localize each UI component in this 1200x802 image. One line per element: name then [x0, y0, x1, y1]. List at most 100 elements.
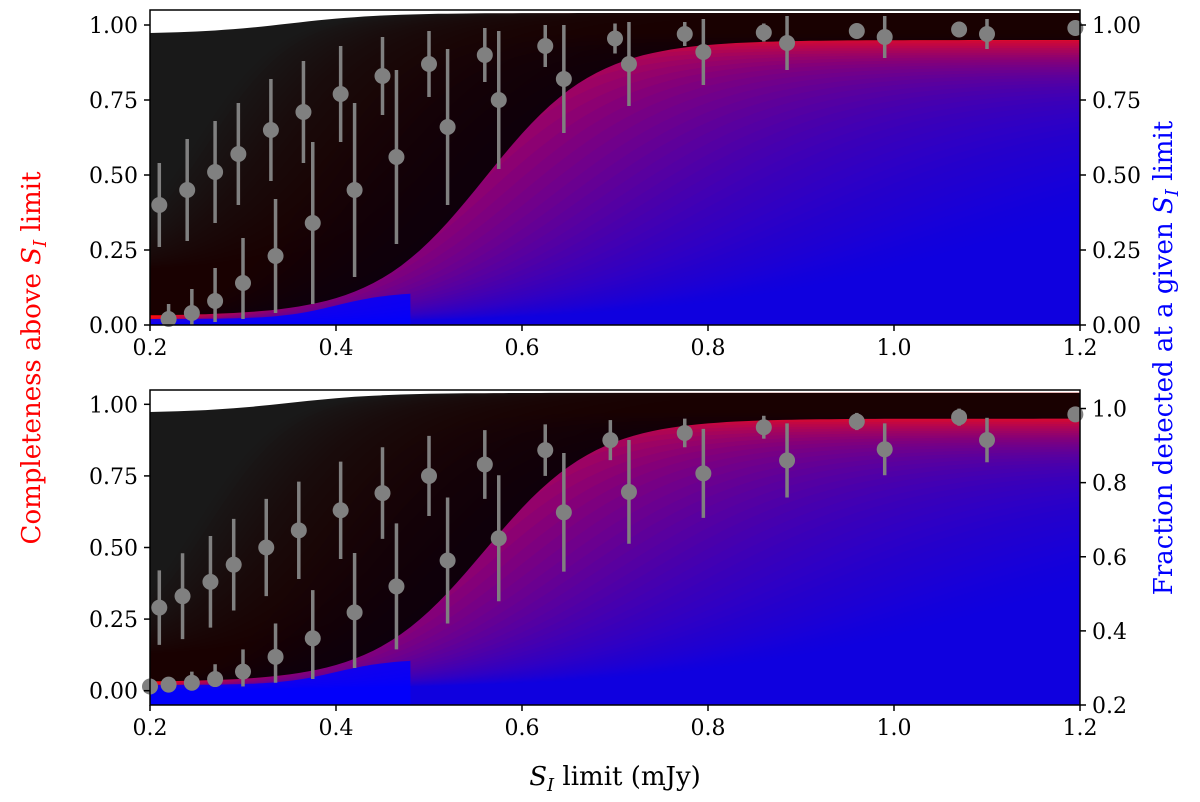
fraction-curve — [150, 449, 1080, 705]
left-y-tick-label: 0.00 — [89, 680, 138, 705]
right-y-tick-label: 0.8 — [1092, 472, 1127, 497]
completeness-point-marker — [848, 413, 865, 430]
x-tick-label: 0.6 — [505, 716, 540, 741]
fraction-point — [439, 497, 456, 624]
completeness-point — [951, 408, 968, 426]
completeness-point-marker — [295, 104, 312, 120]
fraction-point-marker — [620, 483, 637, 500]
bottom-left-y-ticks: 0.00 0.25 0.50 0.75 1.00 — [89, 393, 150, 705]
completeness-point — [607, 23, 623, 54]
fraction-point-marker — [439, 552, 456, 569]
completeness-point — [537, 25, 554, 67]
left-y-tick-label: 1.00 — [89, 14, 138, 39]
fraction-point — [779, 423, 796, 498]
fraction-curve — [150, 107, 1080, 325]
fraction-curve — [150, 547, 1080, 705]
completeness-point — [848, 412, 865, 431]
fraction-curve — [150, 471, 1080, 705]
fraction-point — [346, 103, 363, 277]
completeness-point — [290, 481, 307, 579]
completeness-point-marker — [179, 182, 196, 198]
fraction-point — [620, 440, 637, 544]
x-axis-title-text: limit (mJy) — [554, 762, 701, 792]
fraction-curve — [150, 442, 1080, 705]
fraction-point — [267, 623, 284, 683]
fraction-point — [304, 590, 321, 680]
completeness-point-marker — [951, 21, 968, 38]
fraction-curve — [150, 143, 1080, 325]
fraction-curve — [150, 465, 1080, 705]
completeness-point-marker — [151, 599, 168, 616]
x-tick-label: 0.2 — [133, 336, 168, 361]
fraction-point — [979, 417, 995, 463]
top-panel: 0.2 0.4 0.6 0.8 1.0 1.2 0.000.250.500.751.00 … — [89, 9, 1141, 361]
completeness-point-marker — [332, 86, 349, 102]
fraction-point-marker — [267, 648, 284, 665]
fraction-curve — [150, 559, 1080, 705]
fraction-point — [388, 523, 405, 650]
top-right-y-ticks: 0.00 0.25 0.50 0.75 1.00 — [1080, 14, 1141, 339]
fraction-point-marker — [207, 293, 224, 309]
completeness-points — [151, 20, 1084, 247]
x-tick-label: 0.2 — [133, 716, 168, 741]
completeness-point-marker — [607, 30, 623, 47]
fraction-point — [695, 19, 712, 85]
completeness-point — [951, 21, 968, 38]
fraction-point-marker — [346, 182, 363, 198]
completeness-point — [676, 418, 693, 448]
fraction-point-marker — [490, 92, 507, 108]
completeness-point — [421, 31, 437, 97]
fraction-curve — [150, 496, 1080, 705]
fraction-point-marker — [235, 663, 251, 680]
fraction-point — [490, 475, 507, 602]
fraction-curve — [150, 126, 1080, 325]
fraction-point-marker — [160, 676, 177, 693]
bottom-right-y-ticks: 0.2 0.4 0.6 0.8 1.0 — [1080, 398, 1127, 719]
fraction-point-marker — [235, 275, 251, 291]
completeness-point-marker — [374, 68, 391, 84]
fraction-points — [160, 16, 995, 327]
right-y-tick-label: 1.0 — [1092, 398, 1127, 423]
completeness-point-marker — [374, 485, 391, 502]
fraction-curve — [150, 131, 1080, 325]
fraction-curve — [150, 572, 1080, 705]
fraction-point — [555, 25, 572, 133]
fraction-curve — [150, 121, 1080, 325]
fraction-point — [779, 16, 796, 70]
left-y-tick-label: 0.75 — [89, 89, 138, 114]
fraction-point-marker — [695, 465, 712, 482]
left-y-axis-title: Completeness above SI limit — [17, 171, 51, 544]
fraction-curve — [150, 483, 1080, 705]
fraction-point — [207, 664, 224, 688]
completeness-point — [295, 61, 312, 163]
completeness-point — [476, 28, 493, 82]
fraction-point — [160, 676, 177, 693]
completeness-point — [151, 163, 168, 247]
fraction-point-marker — [207, 671, 224, 688]
x-tick-label: 0.4 — [319, 716, 354, 741]
completeness-point — [755, 415, 772, 439]
completeness-point — [258, 498, 275, 597]
fraction-point — [695, 428, 712, 518]
bottom-panel: 0.2 0.4 0.6 0.8 1.0 1.2 0.000.250.500.751.00 … — [89, 389, 1127, 741]
fraction-point-marker — [388, 149, 405, 165]
fraction-point — [267, 199, 284, 313]
fraction-curve — [150, 174, 1080, 325]
fraction-curve — [150, 444, 1080, 705]
top-axes-frame — [149, 9, 1081, 326]
fraction-curve — [150, 517, 1080, 705]
fraction-point-marker — [304, 630, 321, 647]
x-tick-label: 1.0 — [877, 336, 912, 361]
completeness-point-marker — [421, 56, 437, 72]
fraction-curve — [150, 501, 1080, 705]
completeness-point — [755, 23, 772, 42]
fraction-curve — [150, 64, 1080, 325]
fraction-curve — [150, 155, 1080, 325]
fraction-curve — [150, 528, 1080, 705]
fraction-curve — [150, 99, 1080, 325]
fraction-point — [979, 19, 995, 49]
top-left-y-ticks: 0.00 0.25 0.50 0.75 1.00 — [89, 14, 150, 339]
fraction-curve — [150, 506, 1080, 705]
fraction-point — [235, 238, 251, 319]
